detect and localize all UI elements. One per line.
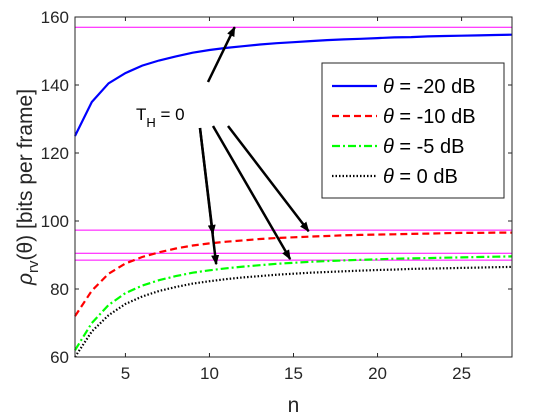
x-axis-label: n	[288, 394, 300, 417]
annotation-label: T	[136, 105, 146, 124]
y-tick-label: 120	[41, 144, 69, 163]
annotation-rest: = 0	[156, 105, 185, 124]
reference-lines	[75, 26, 512, 261]
series-line-0	[74, 33, 513, 137]
y-tick-label: 140	[41, 76, 69, 95]
series-group	[74, 33, 513, 358]
y-label-rest: [bits per frame]	[14, 89, 37, 235]
y-tick-label: 80	[50, 280, 69, 299]
y-label-arg: (θ)	[14, 235, 37, 261]
y-tick-label: 160	[41, 8, 69, 27]
legend-entry-3: θ = 0 dB	[383, 166, 458, 188]
series-line-3	[74, 265, 513, 358]
y-axis-label: ρrv(θ) [bits per frame]	[14, 89, 42, 286]
x-tick-label: 5	[121, 364, 130, 383]
y-label-rho: ρ	[14, 273, 37, 286]
x-axis-ticks: 5 10 15 20 25	[121, 17, 471, 383]
series-line-1	[74, 231, 512, 317]
y-label-sub: rv	[25, 260, 42, 273]
annotation-arrow	[227, 125, 310, 232]
y-tick-label: 100	[41, 212, 69, 231]
threshold-annotation: TH = 0	[136, 105, 185, 130]
annotation-arrow	[198, 127, 220, 266]
annotation-arrows	[198, 26, 310, 266]
y-tick-label: 60	[50, 348, 69, 367]
annotation-arrow	[211, 125, 292, 260]
y-axis-ticks: 60 80 100 120 140 160	[41, 8, 512, 367]
x-tick-label: 20	[368, 364, 387, 383]
annotation-arrow	[206, 26, 236, 83]
legend-entry-0: θ = -20 dB	[383, 76, 476, 98]
x-tick-label: 25	[452, 364, 471, 383]
x-tick-label: 10	[200, 364, 219, 383]
legend-entry-1: θ = -10 dB	[383, 106, 476, 128]
legend-entry-2: θ = -5 dB	[383, 136, 464, 158]
series-line-2	[74, 255, 513, 351]
annotation-sub: H	[146, 115, 155, 130]
legend: θ = -20 dB θ = -10 dB θ = -5 dB θ = 0 dB	[321, 62, 505, 199]
x-tick-label: 15	[284, 364, 303, 383]
